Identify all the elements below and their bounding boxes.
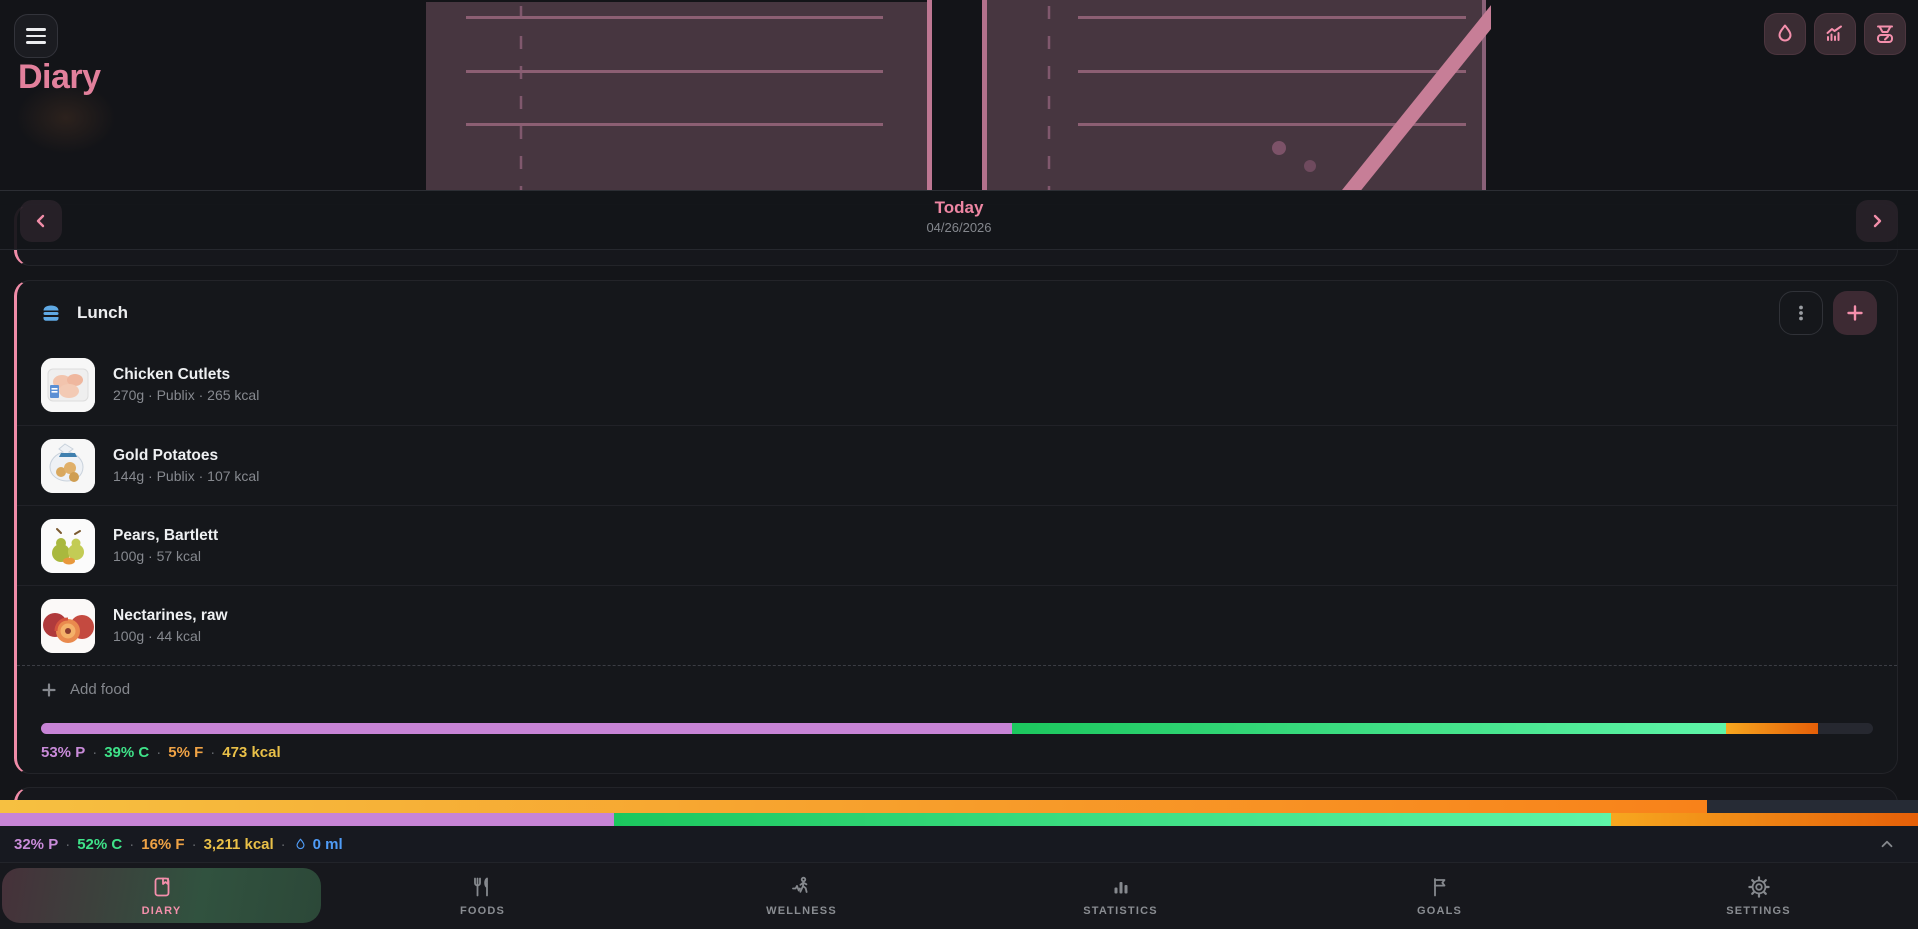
protein-segment	[0, 813, 614, 826]
droplet-icon	[296, 838, 305, 849]
page-title: Diary	[18, 58, 101, 96]
date-label: Today	[934, 198, 984, 217]
calorie-progress-bar	[0, 800, 1918, 813]
meal-macro-bar	[41, 723, 1873, 734]
plus-icon	[42, 682, 56, 697]
food-photo	[41, 438, 95, 493]
protein-segment	[41, 723, 1012, 734]
tab-label: SETTINGS	[1726, 905, 1791, 917]
date-navigation-bar: Today 04/26/2026	[0, 190, 1918, 250]
food-item-row[interactable]: Gold Potatoes 144g · Publix · 107 kcal	[17, 425, 1897, 505]
carbs-value: 39% C	[104, 744, 150, 761]
weigh-in-button[interactable]	[1864, 13, 1906, 55]
tab-label: FOODS	[459, 905, 506, 917]
calorie-progress-fill	[0, 800, 1708, 813]
meal-title: Lunch	[77, 303, 128, 322]
food-name: Chicken Cutlets	[113, 366, 231, 383]
header-artwork	[426, 0, 1491, 190]
date-display: Today 04/26/2026	[0, 197, 1918, 236]
tab-label: DIARY	[141, 904, 182, 917]
tab-label: STATISTICS	[1083, 905, 1158, 917]
food-details: 100g · 44 kcal	[113, 627, 201, 644]
food-item-row[interactable]: Pears, Bartlett 100g · 57 kcal	[17, 505, 1897, 585]
lunch-meal-card: Lunch	[14, 280, 1898, 774]
food-details: 144g · Publix · 107 kcal	[113, 467, 260, 484]
food-name: Gold Potatoes	[113, 446, 219, 464]
food-photo	[41, 598, 95, 653]
food-name: Pears, Bartlett	[113, 526, 219, 544]
food-name: Nectarines, raw	[113, 606, 228, 624]
fork-knife-icon	[473, 877, 488, 897]
gear-icon	[1747, 876, 1770, 898]
tab-label: GOALS	[1416, 905, 1463, 917]
water-log-button[interactable]	[1764, 13, 1806, 55]
tab-label: WELLNESS	[766, 905, 837, 917]
meal-add-button[interactable]	[1833, 291, 1877, 335]
hero-glow	[16, 82, 116, 154]
water-total: 0 ml	[293, 836, 343, 853]
food-item-row[interactable]: Nectarines, raw 100g · 44 kcal	[17, 585, 1897, 665]
next-day-button[interactable]	[1856, 200, 1898, 242]
water-value: 0 ml	[312, 835, 343, 853]
tab-settings[interactable]: SETTINGS	[1599, 863, 1918, 929]
bookmark-icon	[154, 877, 169, 896]
kebab-icon	[1799, 305, 1803, 321]
bar-chart-icon	[1114, 882, 1127, 894]
food-scale-icon	[1877, 25, 1893, 43]
hamburger-icon	[26, 28, 46, 31]
prev-day-button[interactable]	[20, 200, 62, 242]
meal-options-button[interactable]	[1779, 291, 1823, 335]
food-photo	[41, 358, 95, 412]
date-value: 04/26/2026	[926, 220, 992, 235]
tab-statistics[interactable]: STATISTICS	[961, 863, 1280, 929]
flag-icon	[1433, 878, 1445, 897]
header-hero: Diary	[0, 0, 1918, 190]
chevron-right-icon	[1873, 214, 1882, 228]
protein-value: 32% P	[14, 835, 59, 853]
fat-value: 5% F	[168, 744, 204, 761]
food-details: 100g · 57 kcal	[113, 547, 201, 564]
collapse-summary-button[interactable]	[1874, 832, 1900, 856]
carbs-segment	[1011, 723, 1727, 734]
meal-header: Lunch	[17, 281, 1897, 345]
meal-macro-summary: 53% P · 39% C · 5% F · 473 kcal	[41, 744, 281, 761]
food-list: Chicken Cutlets 270g · Publix · 265 kcal…	[17, 345, 1897, 665]
burger-icon	[39, 301, 63, 325]
trends-button[interactable]	[1814, 13, 1856, 55]
fat-value: 16% F	[141, 835, 185, 853]
add-food-button[interactable]: Add food	[17, 665, 1897, 713]
tab-foods[interactable]: FOODS	[323, 863, 642, 929]
fat-segment	[1611, 813, 1918, 826]
kcal-value: 3,211 kcal	[203, 835, 274, 853]
chevron-left-icon	[36, 214, 45, 228]
protein-value: 53% P	[41, 744, 86, 761]
plus-icon	[1847, 305, 1863, 321]
food-item-row[interactable]: Chicken Cutlets 270g · Publix · 265 kcal	[17, 345, 1897, 425]
carbs-value: 52% C	[77, 835, 123, 853]
trend-chart-icon	[1826, 25, 1842, 41]
meal-actions	[1779, 291, 1877, 335]
carbs-segment	[613, 813, 1612, 826]
bottom-navigation: DIARY FOODS WELLNESS STATISTICS GOALS	[0, 862, 1918, 929]
tab-wellness[interactable]: WELLNESS	[642, 863, 961, 929]
tab-diary[interactable]: DIARY	[2, 868, 321, 923]
food-photo	[41, 518, 95, 573]
header-actions	[1764, 13, 1906, 55]
kcal-value: 473 kcal	[222, 744, 281, 761]
tab-goals[interactable]: GOALS	[1280, 863, 1599, 929]
walking-person-icon	[791, 876, 807, 893]
day-summary-text: 32% P · 52% C · 16% F · 3,211 kcal · 0 m…	[0, 826, 1918, 862]
chevron-up-icon	[1881, 840, 1893, 848]
day-summary-panel: 32% P · 52% C · 16% F · 3,211 kcal · 0 m…	[0, 800, 1918, 862]
fat-segment	[1726, 723, 1819, 734]
food-details: 270g · Publix · 265 kcal	[113, 387, 260, 403]
droplet-icon	[1778, 24, 1792, 42]
menu-button[interactable]	[14, 14, 58, 58]
add-food-label: Add food	[70, 681, 131, 698]
day-macro-bar	[0, 813, 1918, 826]
